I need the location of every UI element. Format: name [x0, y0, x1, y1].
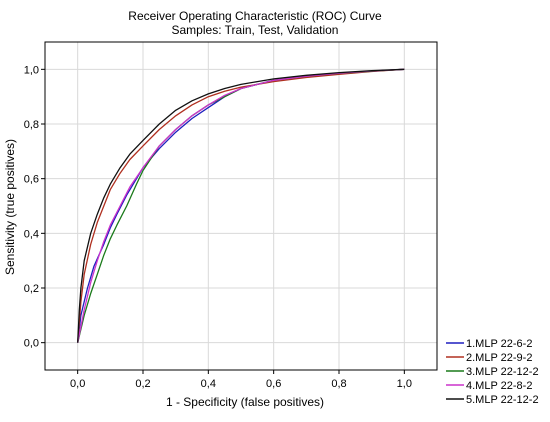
- x-tick-label-3: 0,6: [266, 378, 281, 390]
- y-axis-ticks: 0,0 0,2 0,4 0,6 0,8 1,0: [24, 64, 45, 350]
- y-tick-label-0: 0,0: [24, 338, 39, 350]
- y-tick-label-1: 0,2: [24, 283, 39, 295]
- legend-label-4: 4.MLP 22-8-2: [466, 380, 532, 392]
- x-tick-label-5: 1,0: [397, 378, 412, 390]
- legend-label-5: 5.MLP 22-12-2: [466, 394, 539, 406]
- x-tick-label-1: 0,2: [135, 378, 150, 390]
- series-lines: [77, 68, 405, 343]
- legend: 1.MLP 22-6-2 2.MLP 22-9-2 3.MLP 22-12-2 4.M…: [446, 338, 539, 406]
- legend-label-3: 3.MLP 22-12-2: [466, 366, 539, 378]
- series-line-5: [77, 68, 405, 343]
- x-tick-label-0: 0,0: [70, 378, 85, 390]
- y-tick-label-5: 1,0: [24, 64, 39, 76]
- y-axis-label: Sensitivity (true positives): [3, 139, 17, 275]
- x-tick-label-4: 0,8: [331, 378, 346, 390]
- y-tick-label-4: 0,8: [24, 119, 39, 131]
- x-axis-label: 1 - Specificity (false positives): [166, 395, 324, 409]
- x-axis-ticks: 0,0 0,2 0,4 0,6 0,8 1,0: [70, 370, 412, 390]
- legend-label-1: 1.MLP 22-6-2: [466, 338, 532, 350]
- y-tick-label-2: 0,4: [24, 228, 39, 240]
- legend-label-2: 2.MLP 22-9-2: [466, 352, 532, 364]
- chart-subtitle: Samples: Train, Test, Validation: [172, 23, 339, 37]
- series-line-4: [77, 68, 405, 343]
- chart-title: Receiver Operating Characteristic (ROC) …: [128, 9, 382, 23]
- series-line-2: [77, 68, 405, 343]
- y-tick-label-3: 0,6: [24, 174, 39, 186]
- plot-frame: [44, 41, 438, 371]
- x-tick-label-2: 0,4: [201, 378, 216, 390]
